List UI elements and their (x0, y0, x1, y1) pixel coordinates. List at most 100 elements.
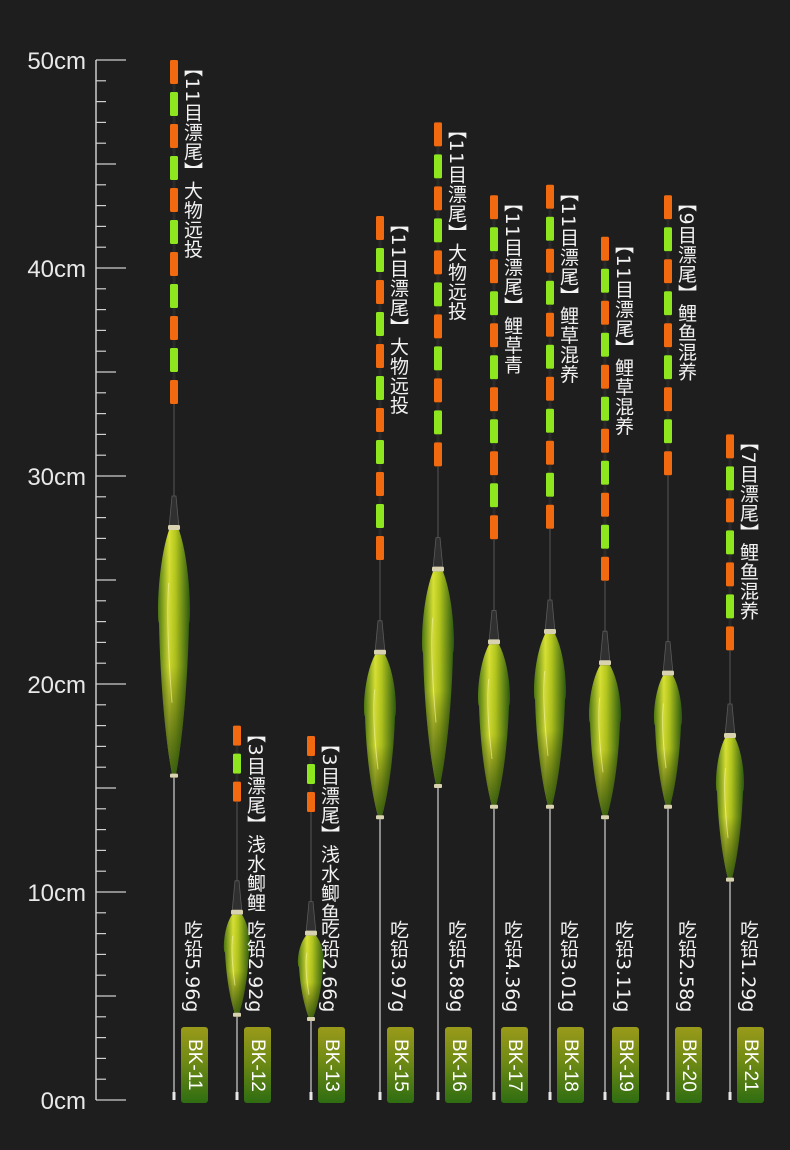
tail-segment-orange (434, 378, 442, 403)
tail-segment-orange (546, 248, 554, 273)
float-label: 【11目漂尾】大物远投 (445, 120, 467, 322)
float-body-highlight (543, 670, 549, 756)
tail-segment-orange (170, 316, 178, 340)
tail-segment-orange (546, 376, 554, 401)
tail-segment-green (170, 92, 178, 116)
tail-segment-orange (664, 259, 672, 284)
tail-segment-gap (436, 146, 440, 155)
float-bk-16 (422, 122, 454, 1100)
float-label: 【3目漂尾】浅水鲫鲤 (244, 723, 266, 912)
tail-segment-gap (172, 116, 176, 124)
tail-segment-gap (436, 402, 440, 411)
tail-segment-orange (490, 259, 498, 284)
tail-segment-green (601, 332, 609, 357)
tail-segment-gap (436, 242, 440, 251)
stem-tip (172, 1092, 176, 1100)
float-bk-15 (364, 216, 396, 1100)
tail-segment-orange (376, 344, 384, 368)
tail-segment-green (490, 355, 498, 380)
tail-segment-gap (492, 379, 496, 388)
tail-segment-gap (492, 315, 496, 324)
ruler-tick-label: 50cm (27, 48, 86, 75)
float-neck-taper (724, 703, 736, 737)
tail-segment-gap (548, 208, 552, 217)
float-model-badge: BK-16 (445, 1027, 472, 1103)
float-model-badge: BK-13 (318, 1027, 345, 1103)
tail-segment-orange (376, 408, 384, 432)
tail-segment-gap (728, 586, 732, 595)
tail-segment-orange (664, 195, 672, 220)
float-neck-taper (231, 880, 243, 914)
tail-segment-green (546, 408, 554, 433)
tail-segment-green (546, 280, 554, 305)
tail-segment-green (376, 440, 384, 464)
tail-segment-gap (603, 260, 607, 269)
stem-tip (603, 1092, 607, 1100)
float-body-shade (589, 665, 621, 820)
tail-segment-orange (726, 498, 734, 523)
tail-segment-gap (548, 496, 552, 505)
tail-segment-orange (490, 195, 498, 220)
float-bk-20 (653, 195, 683, 1100)
tail-segment-gap (309, 784, 313, 792)
tail-segment-green (601, 524, 609, 549)
float-top-ring (599, 660, 611, 666)
tail-segment-green (726, 594, 734, 619)
float-neck-taper (544, 599, 556, 633)
stem-tip (235, 1092, 239, 1100)
tail-segment-gap (492, 251, 496, 260)
tail-segment-gap (378, 464, 382, 472)
float-top-ring (168, 525, 180, 530)
tail-segment-gap (548, 400, 552, 409)
float-bottom-ring (490, 804, 498, 809)
float-bottom-ring (664, 804, 672, 809)
tail-segment-orange (434, 250, 442, 275)
float-bk-19 (589, 236, 621, 1100)
float-top-ring (724, 733, 736, 738)
tail-segment-gap (436, 306, 440, 315)
tail-segment-gap (603, 516, 607, 525)
float-bk-18 (534, 184, 566, 1100)
ruler-tick-label: 40cm (27, 256, 86, 283)
float-model-badge: BK-21 (737, 1027, 764, 1103)
float-body-shade (158, 530, 190, 778)
float-bk-13 (297, 736, 325, 1100)
tail-segment-orange (434, 314, 442, 339)
tail-segment-orange (434, 186, 442, 211)
tail-segment-gap (666, 347, 670, 356)
float-bk-17 (478, 195, 510, 1100)
tail-segment-gap (666, 443, 670, 452)
tail-segment-orange (307, 736, 315, 756)
float-neck-taper (168, 495, 180, 529)
float-bottom-ring (726, 877, 734, 882)
float-label: 【11目漂尾】鲤草混养 (612, 234, 634, 436)
tail-segment-gap (492, 283, 496, 292)
tail-segment-gap (436, 274, 440, 283)
float-label: 【9目漂尾】鲤鱼混养 (675, 193, 697, 382)
tail-segment-orange (664, 323, 672, 348)
float-label: 【11目漂尾】大物远投 (387, 214, 409, 415)
floats (158, 60, 745, 1100)
tail-segment-orange (546, 440, 554, 465)
tail-segment-gap (378, 272, 382, 280)
float-weight: 吃铅5.89g (445, 920, 467, 1013)
tail-segment-gap (548, 464, 552, 473)
tail-segment-gap (666, 411, 670, 420)
float-body-highlight (487, 678, 493, 759)
tail-segment-gap (378, 528, 382, 536)
tail-segment-gap (603, 324, 607, 333)
float-model-badge: BK-17 (501, 1027, 528, 1103)
float-body-shade (653, 675, 683, 809)
float-model-badge: BK-12 (244, 1027, 271, 1103)
tail-segment-green (726, 530, 734, 555)
float-model-badge: BK-15 (387, 1027, 414, 1103)
tail-segment-gap (666, 251, 670, 260)
stem-tip (548, 1092, 552, 1100)
float-top-ring (662, 670, 674, 676)
tail-segment-orange (601, 236, 609, 261)
tail-segment-green (490, 227, 498, 252)
tail-segment-orange (490, 323, 498, 348)
tail-segment-orange (664, 451, 672, 476)
tail-segment-gap (728, 458, 732, 467)
float-body-highlight (598, 697, 604, 773)
